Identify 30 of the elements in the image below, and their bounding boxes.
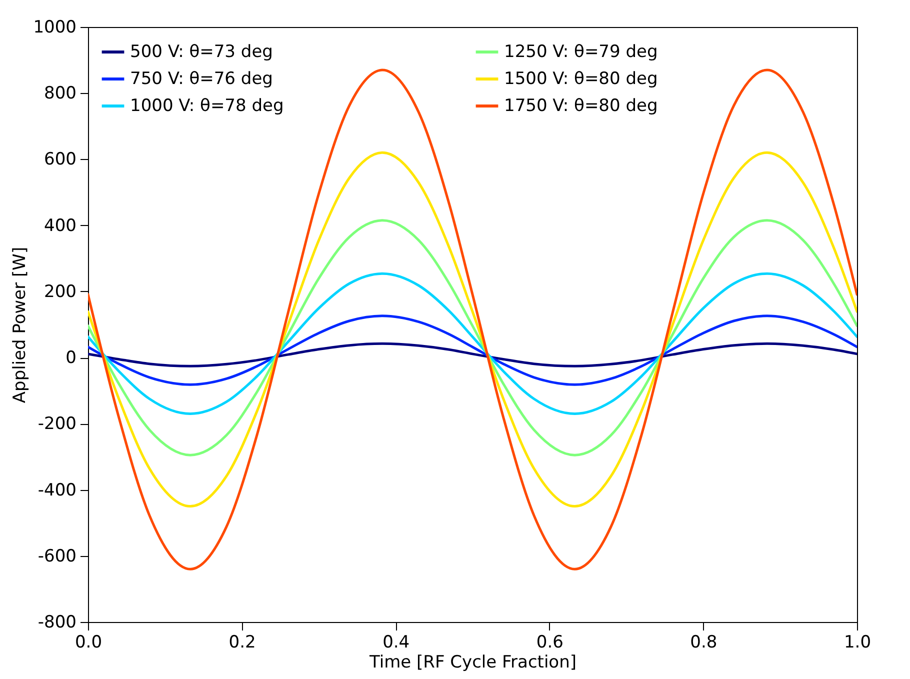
legend-label: 1000 V: θ=78 deg xyxy=(130,96,284,116)
y-axis-title: Applied Power [W] xyxy=(10,246,30,404)
line-series xyxy=(88,342,857,368)
y-tick-label: 1000 xyxy=(33,18,76,38)
x-tick-label: 0.2 xyxy=(228,632,256,652)
legend-label: 500 V: θ=73 deg xyxy=(130,42,273,62)
line-series xyxy=(88,272,857,415)
y-tick-label: 0 xyxy=(66,348,76,368)
line-series xyxy=(88,314,857,386)
y-tick-label: -800 xyxy=(38,612,76,632)
x-tick-label: 0.6 xyxy=(536,632,564,652)
y-tick-label: 200 xyxy=(44,282,76,302)
legend-label: 1750 V: θ=80 deg xyxy=(504,96,658,116)
line-series xyxy=(88,151,857,508)
x-tick-label: 0.8 xyxy=(690,632,718,652)
x-tick-label: 0.4 xyxy=(382,632,410,652)
legend-label: 1500 V: θ=80 deg xyxy=(504,69,658,89)
y-tick-label: 800 xyxy=(44,84,76,104)
x-axis-title: Time [RF Cycle Fraction] xyxy=(368,652,576,672)
y-tick-label: 600 xyxy=(44,150,76,170)
line-series xyxy=(88,68,857,570)
x-tick-label: 1.0 xyxy=(844,632,872,652)
y-tick-label: -400 xyxy=(38,480,76,500)
y-tick-label: -600 xyxy=(38,546,76,566)
line-series xyxy=(88,219,857,456)
x-tick-label: 0.0 xyxy=(74,632,102,652)
y-tick-label: 400 xyxy=(44,216,76,236)
y-tick-label: -200 xyxy=(38,414,76,434)
legend-label: 1250 V: θ=79 deg xyxy=(504,42,658,62)
legend-label: 750 V: θ=76 deg xyxy=(130,69,273,89)
